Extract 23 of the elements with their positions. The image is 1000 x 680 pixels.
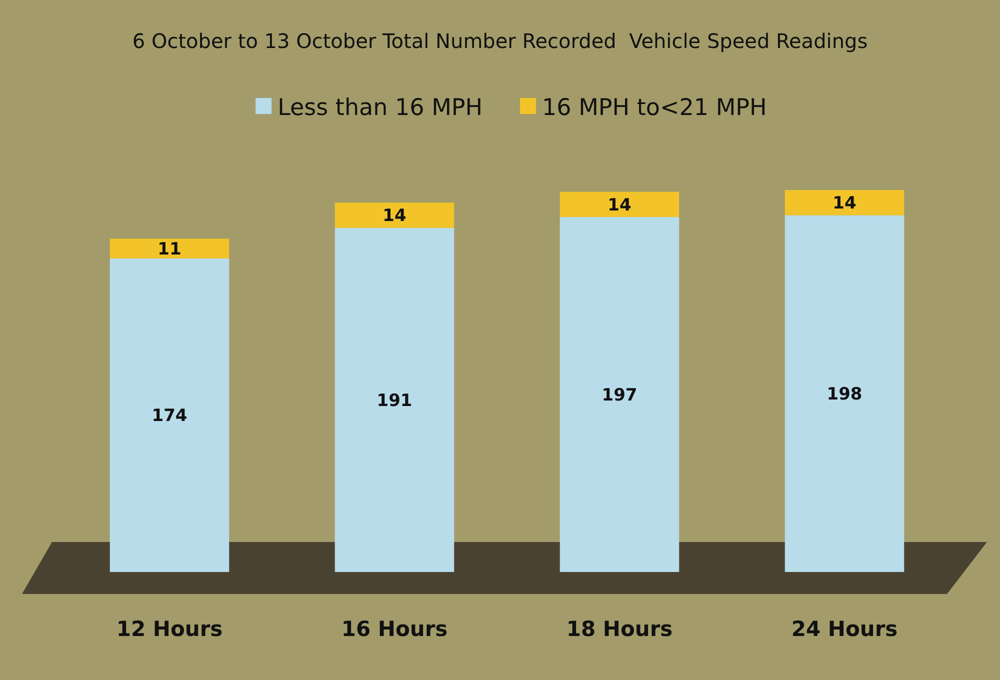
bar bbox=[784, 190, 904, 216]
data-label: 198 bbox=[826, 384, 862, 405]
data-label: 14 bbox=[608, 195, 632, 216]
bar bbox=[784, 215, 904, 572]
bar bbox=[334, 228, 454, 572]
bar bbox=[110, 238, 230, 258]
data-label: 14 bbox=[382, 206, 406, 226]
bar bbox=[560, 217, 680, 572]
legend-label: 16 MPH to<21 MPH bbox=[542, 95, 767, 122]
bar bbox=[560, 192, 680, 218]
x-tick-label: 24 Hours bbox=[791, 617, 898, 641]
bar bbox=[110, 258, 230, 572]
x-tick-label: 18 Hours bbox=[566, 617, 673, 641]
data-label: 14 bbox=[832, 194, 856, 214]
data-label: 11 bbox=[158, 240, 182, 260]
data-label: 191 bbox=[376, 390, 412, 411]
bar bbox=[334, 202, 454, 228]
chart-title: 6 October to 13 October Total Number Recorded Vehicle Speed Readings bbox=[132, 29, 868, 53]
legend-label: Less than 16 MPH bbox=[278, 95, 483, 122]
data-label: 197 bbox=[602, 385, 638, 406]
x-tick-label: 16 Hours bbox=[341, 617, 448, 641]
data-label: 174 bbox=[152, 406, 188, 426]
x-tick-label: 12 Hours bbox=[116, 617, 223, 641]
